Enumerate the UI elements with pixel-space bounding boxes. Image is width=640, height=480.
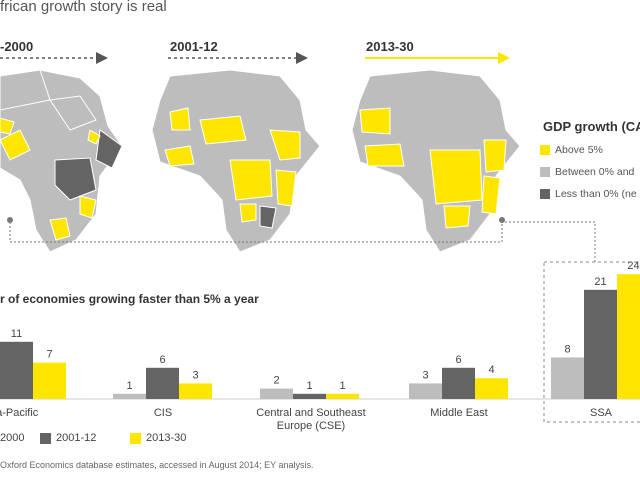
legend-item-between: Between 0% and bbox=[540, 166, 634, 178]
bottom-legend-item-3: 2013-30 bbox=[130, 432, 186, 444]
period-label-3: 2013-30 bbox=[366, 39, 414, 54]
bar-2-0 bbox=[260, 388, 293, 399]
legend-label: Between 0% and bbox=[555, 166, 635, 178]
bottom-legend-item-1: 2000 bbox=[0, 432, 24, 444]
connector-line-right bbox=[505, 221, 596, 262]
category-label-2: Central and Southeast Europe (CSE) bbox=[256, 407, 365, 432]
africa-map-2001-12 bbox=[151, 69, 321, 253]
legend-item-negative: Less than 0% (ne bbox=[540, 188, 637, 200]
bar-0-2 bbox=[33, 362, 66, 399]
connector-dot-mid bbox=[499, 217, 505, 223]
bar-2-1 bbox=[293, 393, 326, 399]
legend-item-above-5: Above 5% bbox=[540, 144, 603, 156]
bar-3-2 bbox=[475, 378, 508, 399]
connector-dot-left bbox=[7, 217, 13, 223]
value-label-2-0: 2 bbox=[273, 375, 279, 387]
value-label-2-1: 1 bbox=[306, 380, 312, 392]
category-label-3: Middle East bbox=[430, 407, 487, 419]
legend-swatch-gray bbox=[540, 167, 550, 177]
bottom-legend-label: 2013-30 bbox=[146, 432, 187, 444]
value-label-3-0: 3 bbox=[422, 369, 428, 381]
bottom-legend-label: 2001-12 bbox=[56, 432, 97, 444]
africa-map-1990-2000 bbox=[0, 69, 123, 253]
legend-label: Above 5% bbox=[555, 144, 603, 156]
bottom-legend-item-2: 2001-12 bbox=[40, 432, 96, 444]
legend-swatch-dark bbox=[540, 189, 550, 199]
bar-0-1 bbox=[0, 341, 33, 399]
value-label-1-1: 6 bbox=[159, 354, 165, 366]
period-label-2: 2001-12 bbox=[170, 39, 218, 54]
bar-4-2 bbox=[617, 274, 640, 399]
value-label-1-2: 3 bbox=[192, 369, 198, 381]
page-title: frican growth story is real bbox=[0, 0, 167, 15]
source-note: Oxford Economics database estimates, acc… bbox=[0, 460, 314, 470]
category-label-1: CIS bbox=[154, 407, 172, 419]
value-label-1-0: 1 bbox=[126, 380, 132, 392]
bar-1-2 bbox=[179, 383, 212, 399]
bottom-legend-swatch-dark bbox=[40, 432, 51, 444]
bar-4-1 bbox=[584, 289, 617, 399]
category-label-0: ia-Pacific bbox=[0, 407, 39, 419]
period-arrow-1 bbox=[0, 52, 108, 64]
value-label-0-1: 11 bbox=[11, 328, 22, 340]
period-arrow-3 bbox=[365, 52, 510, 64]
value-label-3-1: 6 bbox=[455, 354, 461, 366]
ssa-highlight-box bbox=[543, 261, 640, 423]
legend-title: GDP growth (CA bbox=[543, 119, 640, 134]
period-arrow-2 bbox=[168, 52, 308, 64]
connector-line-left bbox=[9, 222, 503, 243]
bar-2-2 bbox=[326, 393, 359, 399]
value-label-3-2: 4 bbox=[488, 364, 494, 376]
bar-1-1 bbox=[146, 367, 179, 399]
category-label-4: SSA bbox=[590, 407, 613, 419]
bar-chart-title: r of economies growing faster than 5% a … bbox=[0, 292, 259, 306]
bar-3-1 bbox=[442, 367, 475, 399]
legend-label: Less than 0% (ne bbox=[555, 188, 637, 200]
value-label-4-0: 8 bbox=[564, 343, 570, 355]
value-label-4-1: 21 bbox=[594, 276, 606, 288]
bottom-legend-label: 2000 bbox=[0, 432, 25, 444]
bar-4-0 bbox=[551, 357, 584, 399]
bar-3-0 bbox=[409, 383, 442, 399]
value-label-4-2: 24 bbox=[627, 260, 639, 272]
bottom-legend-swatch-yellow bbox=[130, 432, 141, 444]
period-label-1: -2000 bbox=[0, 39, 34, 54]
value-label-0-2: 7 bbox=[46, 349, 52, 361]
legend-swatch-yellow bbox=[540, 145, 550, 155]
africa-map-2013-30 bbox=[351, 69, 521, 253]
bar-1-0 bbox=[113, 393, 146, 399]
value-label-2-2: 1 bbox=[339, 380, 345, 392]
